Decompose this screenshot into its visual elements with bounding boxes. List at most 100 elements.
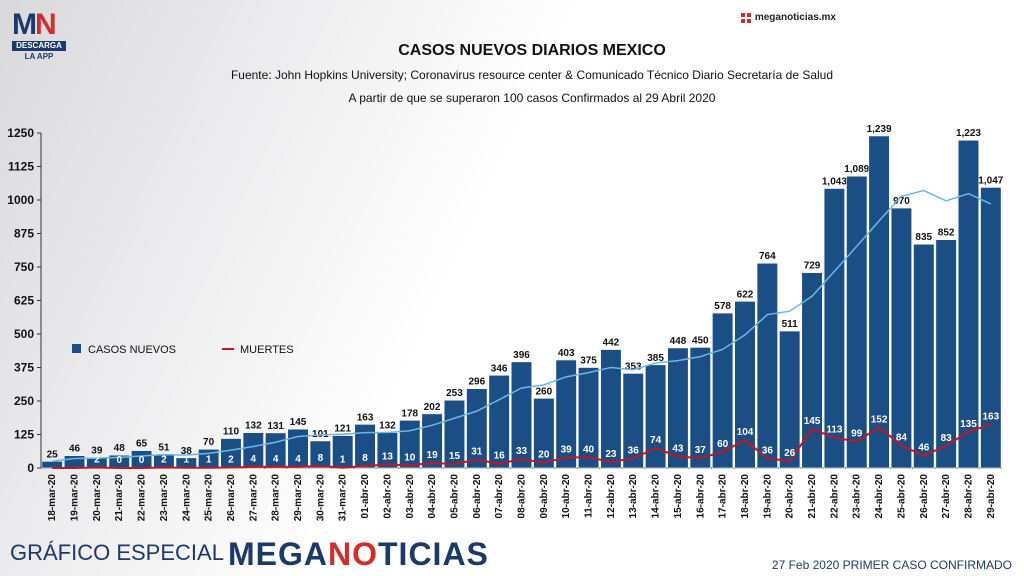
deaths-value-label: 8 bbox=[318, 453, 324, 464]
bar-value-label: 296 bbox=[468, 377, 485, 388]
y-tick-label: 0 bbox=[27, 461, 34, 475]
bar-value-label: 70 bbox=[203, 437, 215, 448]
deaths-value-label: 43 bbox=[672, 443, 684, 454]
bar-value-label: 622 bbox=[737, 289, 754, 300]
deaths-value-label: 23 bbox=[605, 449, 617, 460]
meganoticias-app-logo[interactable]: MN DESCARGA LA APP bbox=[12, 10, 66, 63]
deaths-value-label: 0 bbox=[139, 455, 145, 466]
bar-value-label: 202 bbox=[424, 402, 441, 413]
bar-value-label: 353 bbox=[625, 361, 642, 372]
x-tick-label: 19-abr-20 bbox=[762, 474, 773, 519]
y-tick-label: 375 bbox=[14, 361, 34, 375]
bar-casos-nuevos bbox=[689, 347, 711, 469]
x-tick-label: 28-mar-20 bbox=[271, 474, 282, 522]
x-tick-label: 01-abr-20 bbox=[360, 474, 371, 519]
x-tick-label: 03-abr-20 bbox=[405, 474, 416, 519]
bar-casos-nuevos bbox=[421, 413, 443, 469]
x-tick-label: 30-mar-20 bbox=[315, 474, 326, 522]
deaths-value-label: 113 bbox=[826, 425, 843, 436]
x-tick-label: 20-mar-20 bbox=[92, 474, 103, 522]
x-tick-label: 23-mar-20 bbox=[159, 474, 170, 522]
deaths-value-label: 145 bbox=[804, 416, 821, 427]
deaths-value-label: 15 bbox=[449, 451, 461, 462]
deaths-value-label: 104 bbox=[737, 427, 754, 438]
chart-title: CASOS NUEVOS DIARIOS MEXICO bbox=[398, 42, 666, 59]
bar-value-label: 448 bbox=[670, 336, 687, 347]
x-tick-label: 22-mar-20 bbox=[137, 474, 148, 522]
bar-value-label: 450 bbox=[692, 335, 709, 346]
x-tick-label: 07-abr-20 bbox=[494, 474, 505, 519]
bar-value-label: 729 bbox=[804, 261, 821, 272]
chart-source: Fuente: John Hopkins University; Coronav… bbox=[230, 68, 834, 82]
deaths-value-label: 74 bbox=[650, 435, 662, 446]
bar-casos-nuevos bbox=[935, 239, 957, 469]
bar-casos-nuevos bbox=[645, 364, 667, 469]
logo-app: LA APP bbox=[24, 52, 54, 61]
deaths-value-label: 8 bbox=[362, 453, 368, 464]
deaths-value-label: 1 bbox=[183, 455, 189, 466]
x-tick-label: 05-abr-20 bbox=[449, 474, 460, 519]
brand-highlight: NO bbox=[328, 536, 378, 572]
x-tick-label: 24-abr-20 bbox=[874, 474, 885, 519]
logo-descarga: DESCARGA bbox=[12, 41, 66, 51]
bar-casos-nuevos bbox=[376, 432, 398, 469]
bar-casos-nuevos bbox=[287, 428, 309, 469]
bar-casos-nuevos bbox=[846, 175, 868, 469]
bar-value-label: 511 bbox=[782, 319, 799, 330]
deaths-value-label: 36 bbox=[762, 445, 774, 456]
bar-value-label: 260 bbox=[536, 386, 553, 397]
bar-value-label: 578 bbox=[714, 301, 731, 312]
trend-line bbox=[52, 189, 992, 463]
bar-value-label: 442 bbox=[603, 338, 620, 349]
x-tick-label: 21-mar-20 bbox=[114, 474, 125, 522]
bar-casos-nuevos bbox=[801, 272, 823, 469]
site-url[interactable]: meganoticias.mx bbox=[740, 12, 836, 23]
deaths-value-label: 31 bbox=[471, 447, 483, 458]
bar-value-label: 375 bbox=[580, 356, 597, 367]
bar-casos-nuevos bbox=[63, 455, 86, 469]
bar-casos-nuevos bbox=[779, 330, 801, 469]
deaths-value-label: 2 bbox=[94, 454, 100, 465]
bar-casos-nuevos bbox=[600, 349, 622, 469]
x-tick-label: 27-mar-20 bbox=[248, 474, 259, 522]
deaths-value-label: 4 bbox=[251, 454, 257, 465]
x-tick-label: 31-mar-20 bbox=[338, 474, 349, 522]
deaths-value-label: 40 bbox=[583, 444, 595, 455]
bar-value-label: 48 bbox=[114, 443, 126, 454]
y-tick-label: 125 bbox=[14, 428, 34, 442]
deaths-value-label: 60 bbox=[717, 439, 729, 450]
bar-value-label: 1,239 bbox=[867, 124, 892, 135]
bar-casos-nuevos bbox=[823, 188, 845, 469]
bar-value-label: 132 bbox=[379, 421, 396, 432]
x-tick-label: 10-abr-20 bbox=[561, 474, 572, 519]
bar-casos-nuevos bbox=[41, 460, 63, 469]
x-tick-label: 29-mar-20 bbox=[293, 474, 304, 522]
deaths-value-label: 152 bbox=[871, 414, 888, 425]
deaths-value-label: 4 bbox=[295, 454, 301, 465]
x-tick-label: 16-abr-20 bbox=[695, 474, 706, 519]
bar-value-label: 163 bbox=[357, 412, 374, 423]
deaths-value-label: 84 bbox=[896, 432, 908, 443]
site-cross-icon bbox=[740, 12, 751, 23]
bar-value-label: 396 bbox=[513, 350, 530, 361]
bar-value-label: 132 bbox=[245, 421, 262, 432]
deaths-value-label: 26 bbox=[784, 448, 796, 459]
bar-value-label: 46 bbox=[69, 444, 81, 455]
deaths-value-label: 39 bbox=[561, 445, 573, 456]
bar-casos-nuevos bbox=[890, 207, 913, 469]
deaths-value-label: 99 bbox=[851, 428, 863, 439]
bar-value-label: 346 bbox=[491, 363, 508, 374]
y-tick-label: 1250 bbox=[7, 126, 34, 140]
bar-casos-nuevos bbox=[309, 440, 331, 469]
x-tick-label: 29-abr-20 bbox=[986, 474, 997, 519]
deaths-value-label: 1 bbox=[340, 455, 346, 466]
x-tick-label: 15-abr-20 bbox=[673, 474, 684, 519]
bar-value-label: 38 bbox=[181, 446, 193, 457]
x-tick-label: 28-abr-20 bbox=[963, 474, 974, 519]
bar-casos-nuevos bbox=[667, 347, 689, 469]
bar-casos-nuevos bbox=[577, 367, 600, 469]
bar-value-label: 65 bbox=[136, 439, 148, 450]
bar-value-label: 1,223 bbox=[956, 128, 981, 139]
bar-value-label: 1,043 bbox=[822, 176, 847, 187]
